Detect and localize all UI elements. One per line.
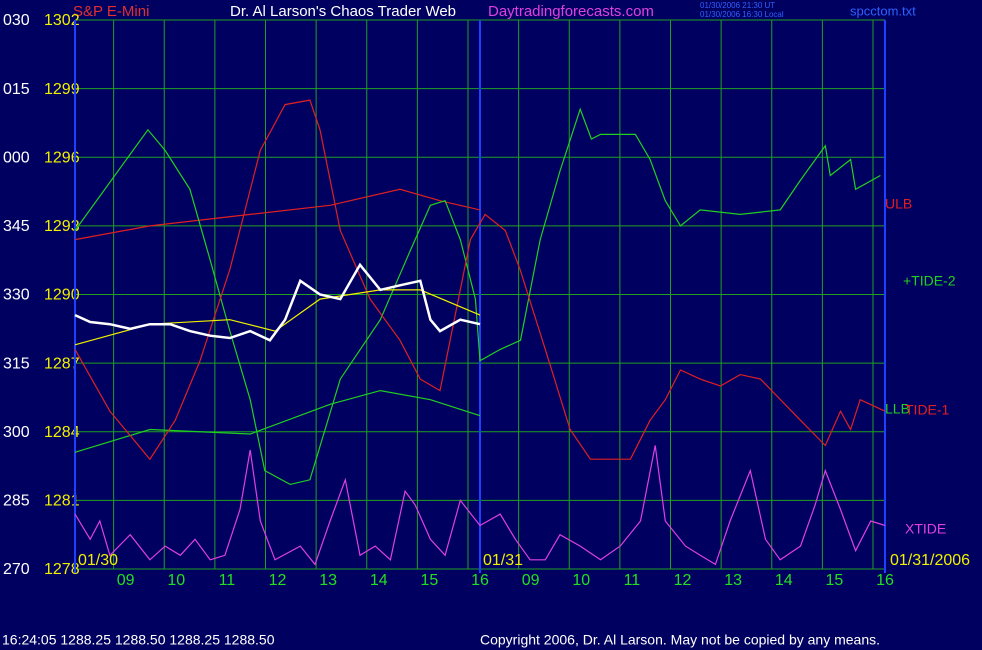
y2-tick-label: 330 <box>3 287 30 304</box>
y2-tick-label: 270 <box>3 561 30 578</box>
y2-tick-label: 300 <box>3 424 30 441</box>
series-label: TIDE-1 <box>905 402 950 418</box>
copyright: Copyright 2006, Dr. Al Larson. May not b… <box>480 632 880 648</box>
x-tick-label: 14 <box>370 572 388 589</box>
x-tick-label: 16 <box>471 572 489 589</box>
website: Daytradingforecasts.com <box>488 3 654 20</box>
x-tick-label: 09 <box>522 572 540 589</box>
x-tick-label: 10 <box>572 572 590 589</box>
series-line <box>74 262 481 342</box>
series-label: LLB <box>885 401 910 417</box>
y-tick-label: 1293 <box>44 218 80 235</box>
file-name: spcctom.txt <box>850 3 916 18</box>
timestamp: 01/30/2006 16:30 Local <box>700 10 784 19</box>
y-tick-label: 1296 <box>44 149 80 166</box>
x-tick-label: 15 <box>825 572 843 589</box>
y-tick-label: 1278 <box>44 561 80 578</box>
x-tick-label: 14 <box>775 572 793 589</box>
series-line <box>74 107 881 486</box>
y2-tick-label: 315 <box>3 355 30 372</box>
date-label: 01/30 <box>78 552 118 569</box>
y2-tick-label: 000 <box>3 149 30 166</box>
x-tick-label: 16 <box>876 572 894 589</box>
x-tick-label: 10 <box>167 572 185 589</box>
series-label: ULB <box>885 196 912 212</box>
x-tick-label: 12 <box>674 572 692 589</box>
y2-tick-label: 345 <box>3 218 30 235</box>
y-tick-label: 1281 <box>44 493 80 510</box>
y2-tick-label: 015 <box>3 81 30 98</box>
y2-tick-label: 030 <box>3 12 30 29</box>
y-tick-label: 1290 <box>44 287 80 304</box>
series-line <box>74 289 481 346</box>
y-tick-label: 1299 <box>44 81 80 98</box>
x-tick-label: 15 <box>420 572 438 589</box>
instrument: S&P E-Mini <box>73 3 149 20</box>
y-tick-label: 1284 <box>44 424 80 441</box>
x-tick-label: 11 <box>624 572 641 589</box>
x-tick-label: 11 <box>219 572 236 589</box>
series-line <box>74 99 886 461</box>
x-tick-label: 12 <box>269 572 287 589</box>
date-label: 01/31 <box>483 552 523 569</box>
series-label: +TIDE-2 <box>903 273 956 289</box>
series-label: XTIDE <box>905 521 946 537</box>
x-tick-label: 09 <box>117 572 135 589</box>
series-line <box>74 389 481 453</box>
quote: 16:24:05 1288.25 1288.50 1288.25 1288.50 <box>2 632 275 648</box>
y-tick-label: 1287 <box>44 355 80 372</box>
y-tick-label: 1302 <box>44 12 80 29</box>
y2-tick-label: 285 <box>3 493 30 510</box>
x-tick-label: 13 <box>724 572 742 589</box>
series-line <box>74 445 886 566</box>
date-label: 01/31/2006 <box>890 552 970 569</box>
timestamp: 01/30/2006 21:30 UT <box>700 1 775 10</box>
series-line <box>74 188 481 241</box>
x-tick-label: 13 <box>319 572 337 589</box>
chart-title: Dr. Al Larson's Chaos Trader Web <box>230 3 456 20</box>
